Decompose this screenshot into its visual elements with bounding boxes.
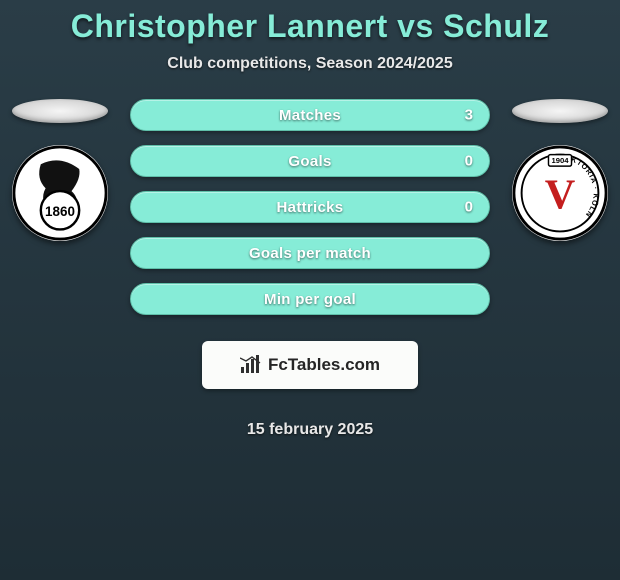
right-side: VIKTORIA · KÖLN 1904 V [500, 99, 620, 241]
crest-viktoria-icon: VIKTORIA · KÖLN 1904 V [512, 145, 608, 241]
right-ellipse-indicator [512, 99, 608, 123]
stat-value: 3 [465, 107, 473, 124]
main-layout: 1860 Matches 3 Goals 0 Hattricks 0 Goals… [0, 99, 620, 439]
stat-row-min-per-goal: Min per goal [130, 283, 490, 315]
stat-value: 0 [465, 153, 473, 170]
svg-text:1904: 1904 [551, 156, 569, 165]
stat-row-hattricks: Hattricks 0 [130, 191, 490, 223]
crest-1860-icon: 1860 [12, 145, 108, 241]
stat-label: Matches [279, 107, 341, 124]
stat-label: Min per goal [264, 291, 356, 308]
stat-row-goals: Goals 0 [130, 145, 490, 177]
right-team-crest: VIKTORIA · KÖLN 1904 V [512, 145, 608, 241]
left-team-crest: 1860 [12, 145, 108, 241]
bar-chart-icon [240, 355, 262, 375]
svg-text:V: V [545, 171, 576, 218]
stat-label: Goals per match [249, 245, 371, 262]
page-title: Christopher Lannert vs Schulz [0, 8, 620, 45]
stat-label: Hattricks [277, 199, 344, 216]
stat-value: 0 [465, 199, 473, 216]
svg-text:1860: 1860 [45, 204, 75, 219]
match-date: 15 february 2025 [130, 421, 490, 439]
comparison-card: Christopher Lannert vs Schulz Club compe… [0, 0, 620, 439]
stat-row-matches: Matches 3 [130, 99, 490, 131]
subtitle: Club competitions, Season 2024/2025 [0, 55, 620, 73]
brand-text: FcTables.com [268, 355, 380, 375]
stat-label: Goals [288, 153, 331, 170]
brand-box[interactable]: FcTables.com [202, 341, 418, 389]
stat-row-goals-per-match: Goals per match [130, 237, 490, 269]
stats-column: Matches 3 Goals 0 Hattricks 0 Goals per … [120, 99, 500, 439]
left-side: 1860 [0, 99, 120, 241]
left-ellipse-indicator [12, 99, 108, 123]
